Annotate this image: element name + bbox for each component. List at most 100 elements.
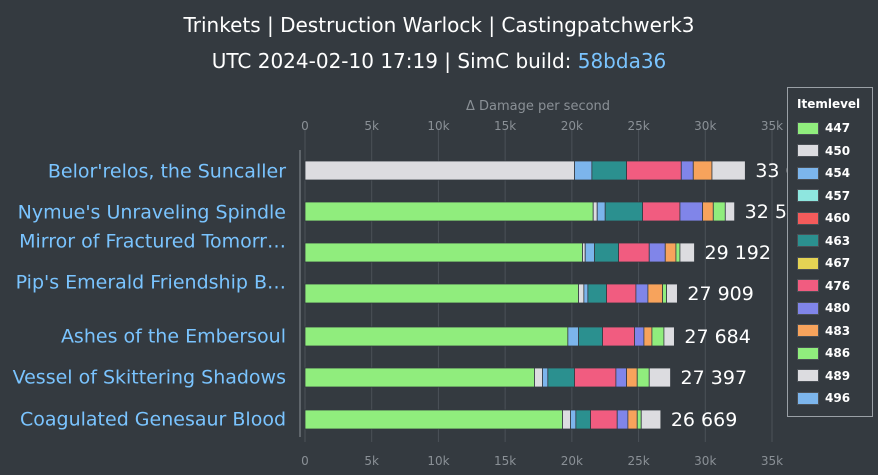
bar-segment[interactable] (596, 201, 606, 222)
bar-segment[interactable] (647, 283, 663, 304)
legend-item[interactable]: 467 (797, 252, 872, 275)
bar-segment[interactable] (583, 283, 589, 304)
bar-segment[interactable] (304, 242, 583, 263)
legend-swatch (797, 346, 819, 360)
legend-item[interactable]: 476 (797, 275, 872, 298)
legend-label: 467 (825, 256, 851, 271)
legend-item[interactable]: 480 (797, 297, 872, 320)
bar-segment[interactable] (590, 409, 618, 430)
x-tick-label-bottom: 10k (427, 454, 449, 468)
legend-label: 450 (825, 143, 851, 158)
category-label[interactable]: Nymue's Unraveling Spindle (18, 202, 286, 224)
bar-segment[interactable] (570, 409, 577, 430)
bar-segment[interactable] (663, 326, 675, 347)
bar-segment[interactable] (643, 326, 653, 347)
bar-segment[interactable] (562, 409, 571, 430)
bar-segment[interactable] (304, 160, 575, 181)
total-label: 27 684 (684, 326, 750, 348)
bar-segment[interactable] (626, 367, 638, 388)
bar-segment[interactable] (679, 242, 695, 263)
bar-segment[interactable] (675, 242, 681, 263)
bar-segment[interactable] (724, 201, 736, 222)
bar-segment[interactable] (627, 409, 638, 430)
bar-segment[interactable] (618, 242, 650, 263)
legend-item[interactable]: 463 (797, 230, 872, 253)
bar-segment[interactable] (642, 201, 681, 222)
bar-segment[interactable] (304, 409, 563, 430)
category-label[interactable]: Vessel of Skittering Shadows (13, 367, 286, 389)
bar-segment[interactable] (304, 201, 594, 222)
bar-segment[interactable] (626, 160, 682, 181)
x-tick-label-bottom: 25k (627, 454, 649, 468)
bar-segment[interactable] (584, 242, 595, 263)
bar-segment[interactable] (534, 367, 543, 388)
legend-item[interactable]: 486 (797, 342, 872, 365)
bar-segment[interactable] (615, 367, 627, 388)
legend-item[interactable]: 489 (797, 365, 872, 388)
subtitle-text: UTC 2024-02-10 17:19 | SimC build: (212, 49, 578, 73)
bar-segment[interactable] (304, 367, 535, 388)
category-labels: Belor'relos, the Suncaller Nymue's Unrave… (13, 161, 287, 431)
bar-segment[interactable] (640, 409, 662, 430)
category-label[interactable]: Coagulated Genesaur Blood (20, 409, 286, 431)
bar-segment[interactable] (547, 367, 575, 388)
bar-segment[interactable] (582, 242, 586, 263)
bar-segment[interactable] (636, 409, 642, 430)
category-label[interactable]: Pip's Emerald Friendship B… (16, 272, 286, 294)
bar-segment[interactable] (604, 201, 643, 222)
x-tick-label-top: 10k (427, 119, 449, 133)
bar-segment[interactable] (635, 283, 649, 304)
legend-item[interactable]: 450 (797, 140, 872, 163)
legend-item[interactable]: 496 (797, 387, 872, 410)
bar-segment[interactable] (602, 326, 635, 347)
category-label[interactable]: Mirror of Fractured Tomorr… (19, 231, 286, 253)
bar-segment[interactable] (636, 367, 650, 388)
bar-segment[interactable] (679, 201, 704, 222)
total-label: 26 669 (671, 409, 737, 431)
legend-item[interactable]: 457 (797, 185, 872, 208)
x-tick-label-bottom: 35k (761, 454, 783, 468)
legend-item[interactable]: 460 (797, 207, 872, 230)
bar-segment[interactable] (304, 326, 569, 347)
legend-item[interactable]: 483 (797, 320, 872, 343)
chart-subtitle: UTC 2024-02-10 17:19 | SimC build: 58bda… (212, 49, 667, 73)
bar-segment[interactable] (578, 283, 585, 304)
bar-segment[interactable] (648, 367, 671, 388)
bar-segment[interactable] (664, 242, 677, 263)
bar-segment[interactable] (606, 283, 637, 304)
bar-segment[interactable] (591, 160, 627, 181)
category-label[interactable]: Belor'relos, the Suncaller (48, 161, 286, 183)
bar-segment[interactable] (702, 201, 714, 222)
bar-segment[interactable] (304, 283, 579, 304)
legend-swatch (797, 234, 819, 248)
bar-segment[interactable] (634, 326, 645, 347)
bar-segment[interactable] (711, 160, 746, 181)
bar-segment[interactable] (648, 242, 666, 263)
legend-item[interactable]: 454 (797, 162, 872, 185)
legend-item[interactable]: 447 (797, 117, 872, 140)
bar-segment[interactable] (542, 367, 549, 388)
bar-segment[interactable] (712, 201, 726, 222)
bars (304, 160, 746, 430)
bar-segment[interactable] (592, 201, 598, 222)
total-label: 27 909 (687, 283, 753, 305)
bar-segment[interactable] (692, 160, 713, 181)
x-tick-label-bottom: 30k (694, 454, 716, 468)
bar-segment[interactable] (575, 409, 591, 430)
bar-segment[interactable] (567, 326, 579, 347)
category-label[interactable]: Ashes of the Embersoul (61, 326, 286, 348)
bar-segment[interactable] (578, 326, 603, 347)
x-tick-label-top: 35k (761, 119, 783, 133)
bar-segment[interactable] (574, 160, 593, 181)
bar-segment[interactable] (651, 326, 665, 347)
bar-segment[interactable] (680, 160, 694, 181)
bar-segment[interactable] (594, 242, 619, 263)
bar-segment[interactable] (662, 283, 667, 304)
bar-segment[interactable] (616, 409, 629, 430)
bar-segment[interactable] (587, 283, 607, 304)
simc-build-link[interactable]: 58bda36 (578, 49, 667, 73)
bar-segment[interactable] (666, 283, 678, 304)
bar-segment[interactable] (574, 367, 617, 388)
x-tick-label-top: 15k (494, 119, 516, 133)
legend-items: 447 450 454 457 460 463 467 476 480 483 486 489 496 (788, 117, 872, 410)
